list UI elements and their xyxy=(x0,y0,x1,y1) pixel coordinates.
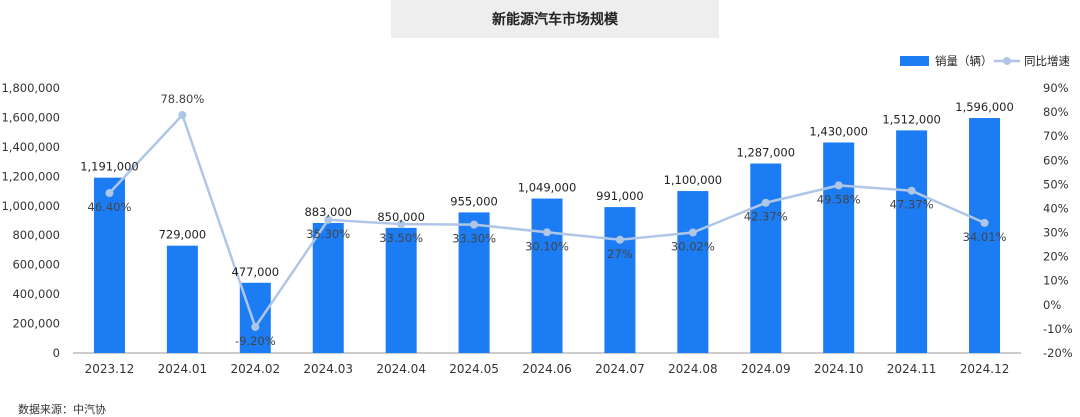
growth-point xyxy=(178,110,187,119)
y2-tick-label: 60% xyxy=(1043,153,1069,167)
bar-value-label: 991,000 xyxy=(596,189,644,203)
growth-point xyxy=(688,228,697,237)
growth-value-label: 34.01% xyxy=(963,230,1007,244)
y-tick-label: 400,000 xyxy=(12,287,60,301)
growth-value-label: 78.80% xyxy=(160,92,204,106)
growth-point xyxy=(397,220,406,229)
legend-bar-swatch xyxy=(900,56,929,66)
bar-value-label: 1,049,000 xyxy=(518,181,577,195)
y2-tick-label: 20% xyxy=(1043,250,1069,264)
bar xyxy=(166,245,198,353)
bar-value-label: 729,000 xyxy=(159,228,207,242)
y2-tick-label: -10% xyxy=(1043,322,1073,336)
y2-tick-label: 40% xyxy=(1043,201,1069,215)
growth-point xyxy=(543,228,551,237)
chart-title-box: 新能源汽车市场规模 xyxy=(391,0,719,38)
y-tick-label: 200,000 xyxy=(12,317,60,331)
chart-title: 新能源汽车市场规模 xyxy=(492,12,618,28)
x-tick-label: 2024.02 xyxy=(230,362,280,376)
growth-value-label: 30.10% xyxy=(525,239,569,253)
y2-tick-label: 70% xyxy=(1043,129,1069,143)
x-tick-label: 2024.01 xyxy=(158,362,208,376)
growth-value-label: 35.30% xyxy=(306,227,350,241)
y-tick-label: 1,800,000 xyxy=(1,81,60,95)
x-tick-label: 2023.12 xyxy=(85,362,135,376)
growth-point xyxy=(761,198,770,207)
x-tick-label: 2024.05 xyxy=(449,362,499,376)
growth-value-label: 49.58% xyxy=(817,192,861,206)
growth-value-label: 30.02% xyxy=(671,239,715,253)
y2-tick-label: -20% xyxy=(1043,346,1073,360)
growth-value-label: 42.37% xyxy=(744,210,788,224)
y-tick-label: 600,000 xyxy=(12,258,60,272)
growth-point xyxy=(324,215,333,224)
bar xyxy=(93,177,125,353)
bar-value-label: 1,430,000 xyxy=(809,124,868,138)
x-tick-label: 2024.09 xyxy=(741,362,791,376)
bar xyxy=(604,207,636,353)
bar xyxy=(969,118,1001,354)
legend-line-label: 同比增速 xyxy=(1024,54,1070,68)
growth-point xyxy=(615,235,624,244)
y2-tick-label: 10% xyxy=(1043,274,1069,288)
y-tick-label: 1,000,000 xyxy=(1,199,60,213)
x-tick-label: 2024.08 xyxy=(668,362,718,376)
bar xyxy=(531,198,563,353)
legend-line-marker xyxy=(1003,57,1011,65)
bar xyxy=(750,163,782,353)
y2-tick-label: 90% xyxy=(1043,81,1069,95)
growth-point xyxy=(105,189,114,198)
growth-point xyxy=(834,181,843,190)
x-tick-label: 2024.06 xyxy=(522,362,572,376)
growth-value-label: 46.40% xyxy=(88,200,132,214)
growth-point xyxy=(907,186,916,195)
bar-value-label: 1,100,000 xyxy=(664,173,723,187)
y2-tick-label: 0% xyxy=(1043,298,1061,312)
bar xyxy=(896,130,928,353)
growth-value-label: 33.30% xyxy=(452,232,496,246)
bar-value-label: 1,287,000 xyxy=(737,146,796,160)
y-tick-label: 0 xyxy=(53,346,60,360)
y2-tick-label: 80% xyxy=(1043,105,1069,119)
bar xyxy=(458,212,490,353)
growth-value-label: -9.20% xyxy=(235,334,276,348)
growth-value-label: 33.50% xyxy=(379,231,423,245)
legend: 销量（辆） 同比增速 xyxy=(900,54,1070,68)
y-tick-label: 800,000 xyxy=(12,228,60,242)
bar-value-label: 1,191,000 xyxy=(80,160,139,174)
bar xyxy=(677,191,709,353)
y-tick-label: 1,400,000 xyxy=(1,140,60,154)
x-tick-label: 2024.03 xyxy=(303,362,353,376)
x-tick-label: 2024.12 xyxy=(960,362,1010,376)
bar-value-label: 477,000 xyxy=(232,265,280,279)
y2-tick-label: 50% xyxy=(1043,177,1069,191)
x-tick-label: 2024.10 xyxy=(814,362,864,376)
bar xyxy=(385,227,417,353)
growth-point xyxy=(251,322,260,331)
bar-value-label: 1,512,000 xyxy=(882,112,941,126)
data-source: 数据来源：中汽协 xyxy=(18,403,106,416)
bar-value-label: 1,596,000 xyxy=(955,100,1014,114)
bar-value-label: 850,000 xyxy=(377,210,425,224)
bar xyxy=(823,142,855,353)
legend-bar-label: 销量（辆） xyxy=(935,54,993,68)
x-tick-label: 2024.07 xyxy=(595,362,645,376)
bar-value-label: 955,000 xyxy=(450,194,498,208)
x-tick-label: 2024.04 xyxy=(376,362,426,376)
growth-point xyxy=(470,220,479,229)
x-tick-label: 2024.11 xyxy=(887,362,937,376)
growth-value-label: 47.37% xyxy=(890,198,934,212)
bar xyxy=(312,223,344,353)
y2-tick-label: 30% xyxy=(1043,226,1069,240)
y-tick-label: 1,200,000 xyxy=(1,169,60,183)
growth-value-label: 27% xyxy=(607,247,633,261)
y-tick-label: 1,600,000 xyxy=(1,110,60,124)
bar-value-label: 883,000 xyxy=(304,205,352,219)
growth-point xyxy=(980,218,989,227)
